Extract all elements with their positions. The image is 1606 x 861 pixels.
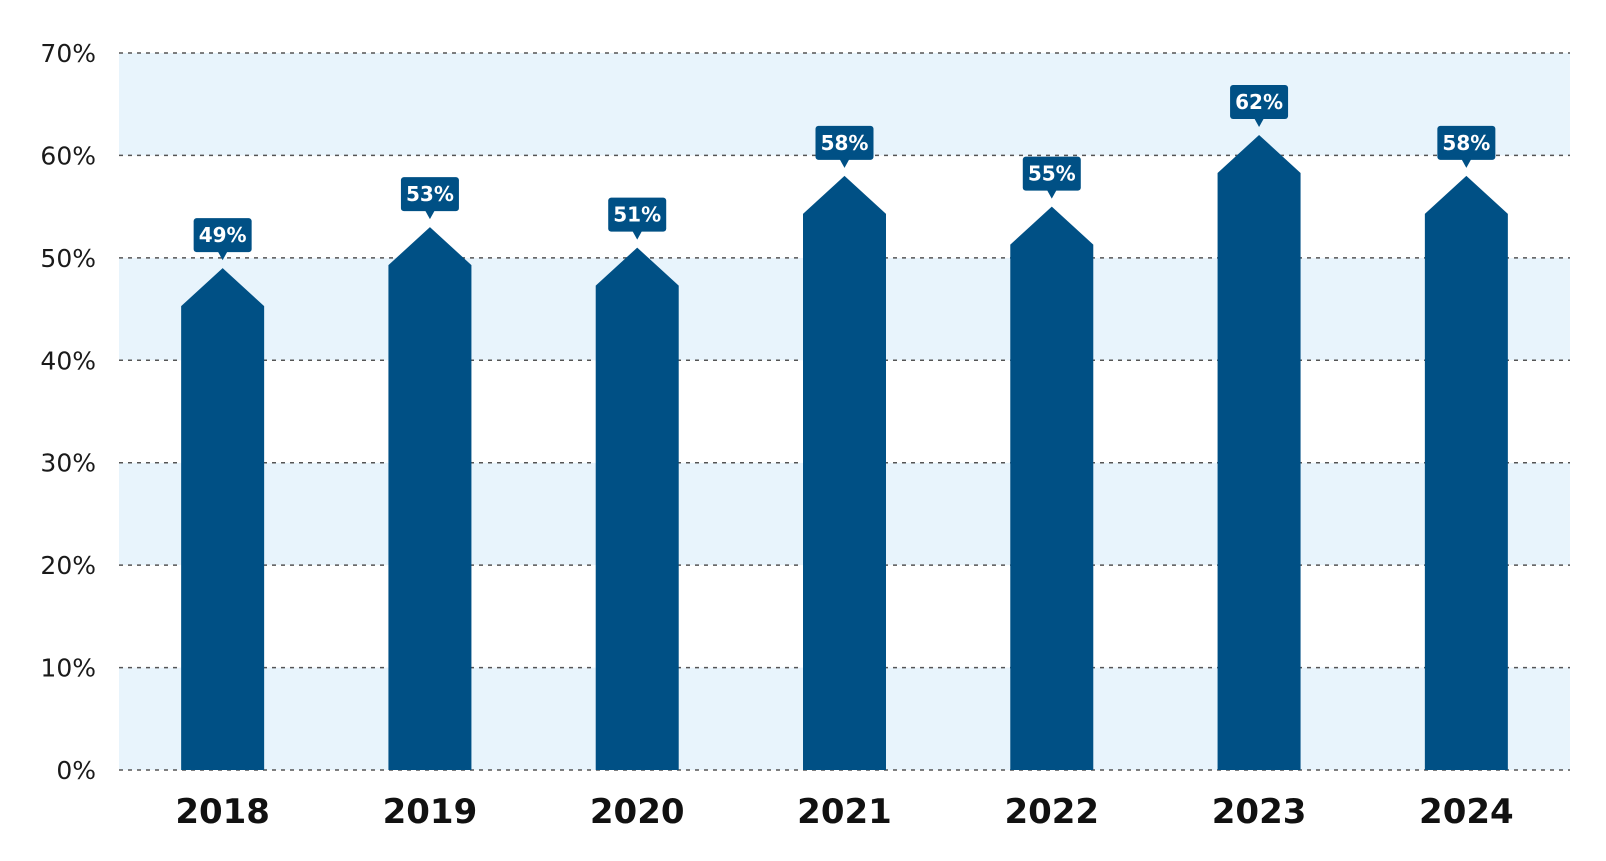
data-label: 51% xyxy=(608,197,667,240)
y-tick-label: 40% xyxy=(40,346,96,375)
x-tick-label: 2019 xyxy=(383,792,478,832)
bars xyxy=(181,134,1508,771)
data-label-box xyxy=(608,197,667,232)
data-label-box xyxy=(193,218,252,253)
data-label-text: 62% xyxy=(1235,90,1283,114)
bar xyxy=(1010,206,1094,771)
data-label-text: 58% xyxy=(821,131,869,155)
x-tick-label: 2018 xyxy=(175,792,270,832)
x-axis-ticks: 2018 2019 2020 2021 2022 2023 2024 xyxy=(175,792,1513,832)
y-tick-label: 30% xyxy=(40,449,96,478)
data-label-box xyxy=(400,177,459,212)
data-label-box xyxy=(1022,156,1081,191)
data-label: 58% xyxy=(815,125,874,168)
data-label-text: 58% xyxy=(1442,131,1490,155)
bar xyxy=(181,268,265,770)
bar xyxy=(1424,175,1508,770)
data-label-box xyxy=(815,125,874,160)
y-tick-label: 10% xyxy=(40,654,96,683)
data-label-pointer xyxy=(1254,117,1265,127)
y-tick-label: 0% xyxy=(56,756,96,785)
gridlines xyxy=(119,52,1570,771)
y-tick-label: 60% xyxy=(40,141,96,170)
bar xyxy=(595,247,679,771)
data-label-pointer xyxy=(632,230,643,240)
data-label-pointer xyxy=(217,251,228,261)
y-tick-label: 50% xyxy=(40,244,96,273)
data-label: 53% xyxy=(400,177,459,220)
y-axis-ticks: 0% 10% 20% 30% 40% 50% 60% 70% xyxy=(40,39,96,785)
x-tick-label: 2020 xyxy=(590,792,685,832)
y-tick-label: 20% xyxy=(40,551,96,580)
bar xyxy=(388,227,472,771)
data-label-pointer xyxy=(1461,158,1472,168)
x-tick-label: 2023 xyxy=(1212,792,1307,832)
data-label: 55% xyxy=(1022,156,1081,199)
data-label-pointer xyxy=(424,210,435,220)
data-label: 62% xyxy=(1230,84,1289,127)
data-label-pointer xyxy=(1046,189,1057,199)
data-label-text: 51% xyxy=(613,203,661,227)
data-label-text: 53% xyxy=(406,182,454,206)
data-label-text: 49% xyxy=(199,223,247,247)
data-label-box xyxy=(1437,125,1496,160)
x-tick-label: 2022 xyxy=(1004,792,1099,832)
data-label-box xyxy=(1230,84,1289,119)
x-tick-label: 2021 xyxy=(797,792,892,832)
data-labels: 49% 53% 51% 58% 55% 62% 58% xyxy=(193,84,1496,261)
data-label: 49% xyxy=(193,218,252,261)
bar xyxy=(803,175,886,770)
x-tick-label: 2024 xyxy=(1419,792,1514,832)
data-label-text: 55% xyxy=(1028,162,1076,186)
data-label: 58% xyxy=(1437,125,1496,168)
bar xyxy=(1217,134,1301,770)
y-tick-label: 70% xyxy=(40,39,96,68)
data-label-pointer xyxy=(839,158,850,168)
